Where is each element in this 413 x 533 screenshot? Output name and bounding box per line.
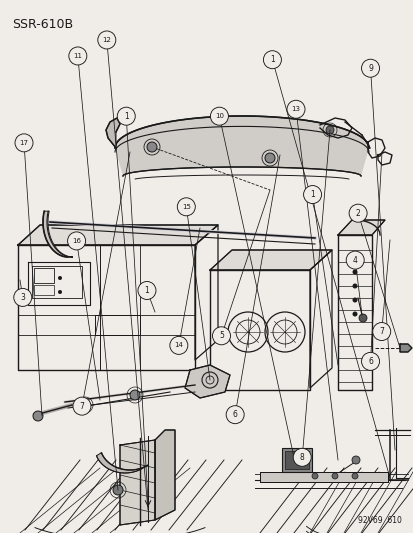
Text: 6: 6 [367, 357, 372, 366]
Polygon shape [337, 220, 384, 235]
Polygon shape [259, 472, 387, 482]
Circle shape [225, 406, 244, 424]
Text: 3: 3 [20, 293, 25, 302]
Polygon shape [18, 225, 218, 245]
Text: 13: 13 [291, 106, 300, 112]
Circle shape [351, 270, 357, 274]
Circle shape [351, 297, 357, 303]
Circle shape [361, 352, 379, 370]
Text: 4: 4 [352, 256, 357, 264]
Text: 7: 7 [378, 327, 383, 336]
Circle shape [117, 107, 135, 125]
Circle shape [311, 473, 317, 479]
Text: 92V69  610: 92V69 610 [357, 516, 401, 525]
Text: 8: 8 [299, 453, 304, 462]
Bar [281, 448, 311, 472]
Polygon shape [185, 365, 230, 398]
Polygon shape [209, 250, 331, 270]
Circle shape [292, 448, 311, 466]
Circle shape [325, 126, 333, 134]
Text: 5: 5 [218, 332, 223, 340]
Circle shape [361, 59, 379, 77]
Circle shape [210, 107, 228, 125]
Polygon shape [43, 211, 73, 257]
Circle shape [138, 281, 156, 300]
Circle shape [33, 411, 43, 421]
Text: 2: 2 [355, 209, 360, 217]
Circle shape [58, 290, 62, 294]
Text: 1: 1 [309, 190, 314, 199]
Circle shape [358, 314, 366, 322]
Circle shape [15, 134, 33, 152]
Text: SSR-610B: SSR-610B [12, 18, 73, 31]
Circle shape [331, 473, 337, 479]
Circle shape [14, 288, 32, 306]
Circle shape [286, 100, 304, 118]
Circle shape [351, 311, 357, 317]
Circle shape [97, 31, 116, 49]
Text: 15: 15 [181, 204, 190, 210]
Polygon shape [120, 440, 154, 525]
Bar [34, 268, 54, 283]
Polygon shape [115, 116, 368, 176]
Circle shape [67, 232, 85, 250]
Circle shape [113, 485, 123, 495]
Circle shape [130, 390, 140, 400]
Circle shape [147, 142, 157, 152]
Text: 1: 1 [144, 286, 149, 295]
Bar [34, 285, 54, 295]
Text: 16: 16 [72, 238, 81, 244]
Polygon shape [154, 430, 175, 520]
Circle shape [348, 204, 366, 222]
Polygon shape [96, 453, 147, 473]
Text: 6: 6 [232, 410, 237, 419]
Circle shape [351, 473, 357, 479]
Bar [284, 451, 308, 469]
Circle shape [372, 322, 390, 341]
Text: 9: 9 [367, 64, 372, 72]
Circle shape [345, 251, 363, 269]
Circle shape [264, 153, 274, 163]
Text: 1: 1 [269, 55, 274, 64]
Circle shape [351, 456, 359, 464]
Circle shape [80, 400, 90, 410]
Polygon shape [106, 118, 120, 148]
Circle shape [69, 47, 87, 65]
Circle shape [58, 276, 62, 280]
Text: 14: 14 [174, 342, 183, 349]
Circle shape [177, 198, 195, 216]
Text: 12: 12 [102, 37, 111, 43]
Circle shape [263, 51, 281, 69]
Circle shape [303, 185, 321, 204]
Circle shape [169, 336, 188, 354]
Circle shape [351, 284, 357, 288]
Text: 10: 10 [214, 113, 223, 119]
Text: 1: 1 [123, 112, 128, 120]
Text: 11: 11 [73, 53, 82, 59]
Circle shape [351, 255, 357, 261]
Circle shape [73, 397, 91, 415]
Polygon shape [399, 344, 411, 352]
Text: 7: 7 [79, 402, 84, 410]
Text: 17: 17 [19, 140, 28, 146]
Circle shape [212, 327, 230, 345]
